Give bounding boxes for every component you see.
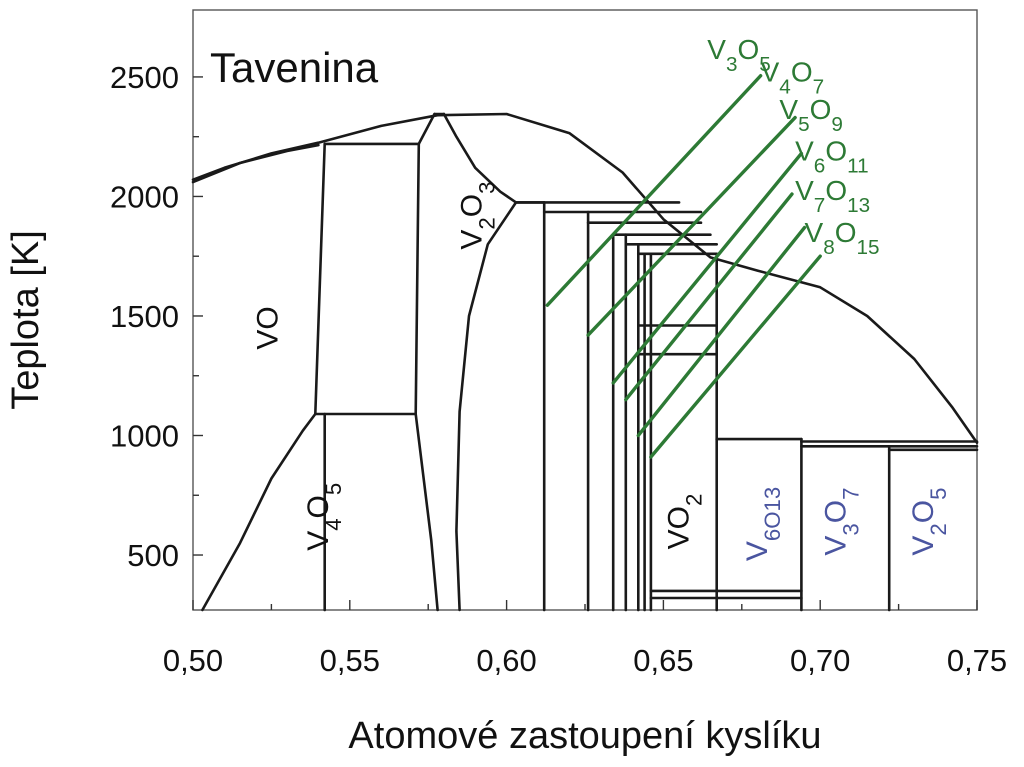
y-axis-title: Teplota [K] [5,230,47,410]
x-tick-label: 0,75 [947,643,1007,678]
y-tick-label: 2500 [110,60,179,95]
phase-label-3: VO2 [662,494,706,550]
axis-ticks [192,76,978,610]
x-tick-label: 0,70 [790,643,850,678]
y-tick-label: 2000 [110,179,179,214]
magneli-line-1 [586,115,797,337]
y-tick-label: 500 [127,538,179,573]
phase-boundary-1 [191,143,320,184]
melt-label: Tavenina [210,44,379,91]
magneli-label-0: V3O5 [707,34,771,76]
phase-boundaries [191,112,979,612]
phase-label-4: V6O13 [741,487,785,561]
x-tick-label: 0,50 [163,643,223,678]
magneli-line-0 [545,74,763,307]
phase-boundary-8 [414,412,439,612]
phase-boundary-11 [455,201,518,612]
magneli-label-4: V7O13 [795,175,870,217]
magneli-line-2 [611,151,804,385]
magneli-line-4 [636,225,807,438]
magneli-label-1: V4O7 [761,57,825,99]
x-tick-label: 0,55 [320,643,380,678]
phase-boundary-6 [414,142,421,416]
x-tick-label: 0,60 [476,643,536,678]
y-tick-label: 1500 [110,299,179,334]
phase-label-1: V4O5 [302,483,346,551]
x-tick-label: 0,65 [633,643,693,678]
magneli-label-2: V5O9 [779,94,843,136]
phase-label-0: VO [252,306,285,349]
phase-label-2: V2O3 [456,182,500,250]
phase-boundary-0 [191,112,979,444]
magneli-label-5: V8O15 [805,217,880,258]
y-tick-label: 1000 [110,418,179,453]
phase-boundary-5 [314,142,326,416]
x-axis-title: Atomové zastoupení kyslíku [348,715,821,757]
magneli-line-5 [649,254,822,459]
phase-boundary-9 [201,412,317,612]
phase-region-labels: VO V4O5 V2O3 VO2 V6O13 V3O7 V2O5 [252,182,951,562]
phase-label-5: V3O7 [819,488,863,556]
magneli-phase-lines [545,74,822,459]
magneli-label-3: V6O11 [795,136,869,178]
magneli-line-3 [624,192,794,402]
axis-tick-labels: 0,50 0,55 0,60 0,65 0,70 0,75 500 1000 1500 2000 2… [110,60,1007,678]
phase-label-6: V2O5 [907,488,951,556]
